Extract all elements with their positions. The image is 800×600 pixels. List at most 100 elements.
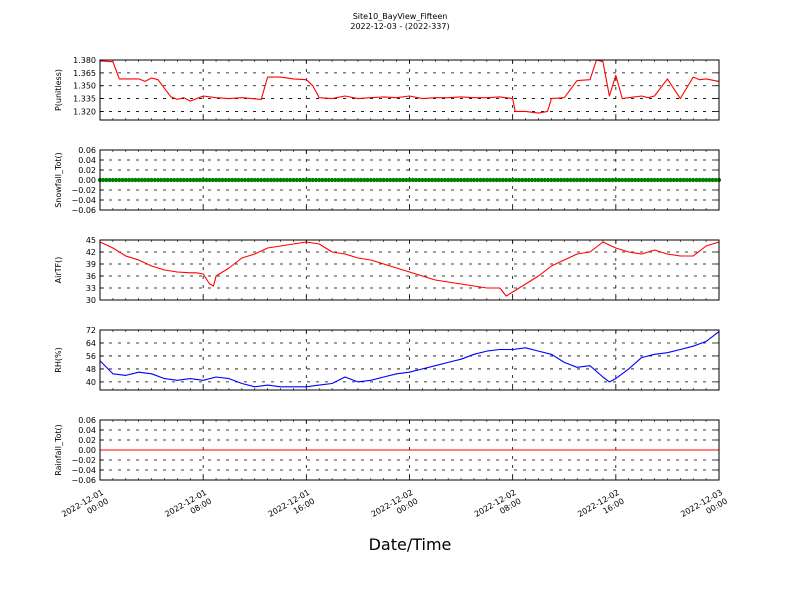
data-point [159, 177, 164, 183]
data-point [674, 177, 680, 183]
data-point [117, 177, 122, 183]
data-point [149, 177, 154, 183]
data-point [671, 177, 676, 183]
data-point [223, 177, 228, 183]
panel-4: 40 48 56 64 72 RH(%) [54, 326, 720, 391]
data-point [226, 177, 232, 183]
y-tick-label: 1.380 [73, 56, 96, 65]
data-point [255, 177, 261, 183]
data-point [704, 177, 709, 183]
data-point [597, 177, 602, 183]
data-point [139, 177, 145, 183]
data-point [507, 177, 512, 183]
data-point [429, 177, 435, 183]
data-point [342, 177, 348, 183]
data-point [133, 177, 138, 183]
data-point [184, 177, 190, 183]
data-point [633, 177, 638, 183]
data-point [658, 177, 664, 183]
data-point [649, 177, 654, 183]
data-point [691, 177, 696, 183]
data-point [194, 177, 199, 183]
data-point [710, 177, 715, 183]
data-point [278, 177, 283, 183]
data-point [291, 177, 296, 183]
data-point [271, 177, 277, 183]
panel-1: 1.320 1.335 1.350 1.365 1.380 P(unitless) [54, 56, 720, 121]
data-point [439, 177, 444, 183]
data-point [687, 177, 693, 183]
data-point [517, 177, 522, 183]
data-point [297, 177, 302, 183]
data-point [578, 177, 583, 183]
data-point [562, 177, 567, 183]
data-point [246, 177, 251, 183]
data-point [629, 177, 635, 183]
data-point [123, 177, 128, 183]
data-point [426, 177, 431, 183]
y-tick-label: 64 [86, 339, 96, 348]
y-tick-label: 0.00 [78, 446, 96, 455]
y-tick-label: 72 [86, 326, 96, 335]
data-point [594, 177, 599, 183]
data-point [491, 177, 496, 183]
data-point [645, 177, 651, 183]
data-point [681, 177, 686, 183]
data-point [607, 177, 612, 183]
data-point [313, 177, 319, 183]
data-point [259, 177, 264, 183]
y-tick-label: 40 [86, 378, 96, 387]
axes-frame [99, 329, 720, 391]
y-tick-label: −0.04 [71, 466, 96, 475]
y-tick-label: 0.02 [78, 436, 96, 445]
y-tick-label: 48 [86, 365, 96, 374]
data-point [242, 177, 248, 183]
data-point [552, 177, 557, 183]
data-point [610, 177, 615, 183]
data-point [410, 177, 415, 183]
data-point [462, 177, 467, 183]
data-point [397, 177, 402, 183]
data-point [365, 177, 370, 183]
data-point [400, 177, 406, 183]
data-point [339, 177, 344, 183]
y-tick-label: −0.02 [71, 456, 96, 465]
data-point [452, 177, 457, 183]
data-point [236, 177, 241, 183]
y-tick-label: 1.335 [73, 95, 96, 104]
data-point [178, 177, 183, 183]
data-point [668, 177, 673, 183]
data-point [294, 177, 299, 183]
data-point [362, 177, 367, 183]
axes-frame [99, 419, 720, 481]
data-point [197, 177, 203, 183]
y-tick-label: −0.06 [71, 206, 96, 215]
data-point [239, 177, 244, 183]
data-point [423, 177, 428, 183]
figure-title-line1: Site10_BayView_Fifteen [353, 12, 448, 21]
data-point [120, 177, 125, 183]
data-point [713, 177, 718, 183]
series-line [99, 59, 720, 114]
y-tick-label: 42 [86, 248, 96, 257]
data-point [204, 177, 209, 183]
data-point [172, 177, 177, 183]
figure-title-line2: 2022-12-03 - (2022-337) [350, 22, 449, 31]
data-point [155, 177, 161, 183]
data-point [558, 177, 564, 183]
data-point [536, 177, 541, 183]
data-point [304, 177, 309, 183]
data-point [707, 177, 712, 183]
data-point [665, 177, 670, 183]
axes-frame [99, 59, 720, 121]
data-point [352, 177, 357, 183]
data-point [310, 177, 315, 183]
data-point [249, 177, 254, 183]
y-tick-label: −0.02 [71, 186, 96, 195]
data-point [539, 177, 544, 183]
y-axis-label: RH(%) [54, 347, 63, 372]
data-point [520, 177, 525, 183]
data-point [571, 177, 577, 183]
y-tick-label: 0.06 [78, 416, 96, 425]
data-point [384, 177, 390, 183]
